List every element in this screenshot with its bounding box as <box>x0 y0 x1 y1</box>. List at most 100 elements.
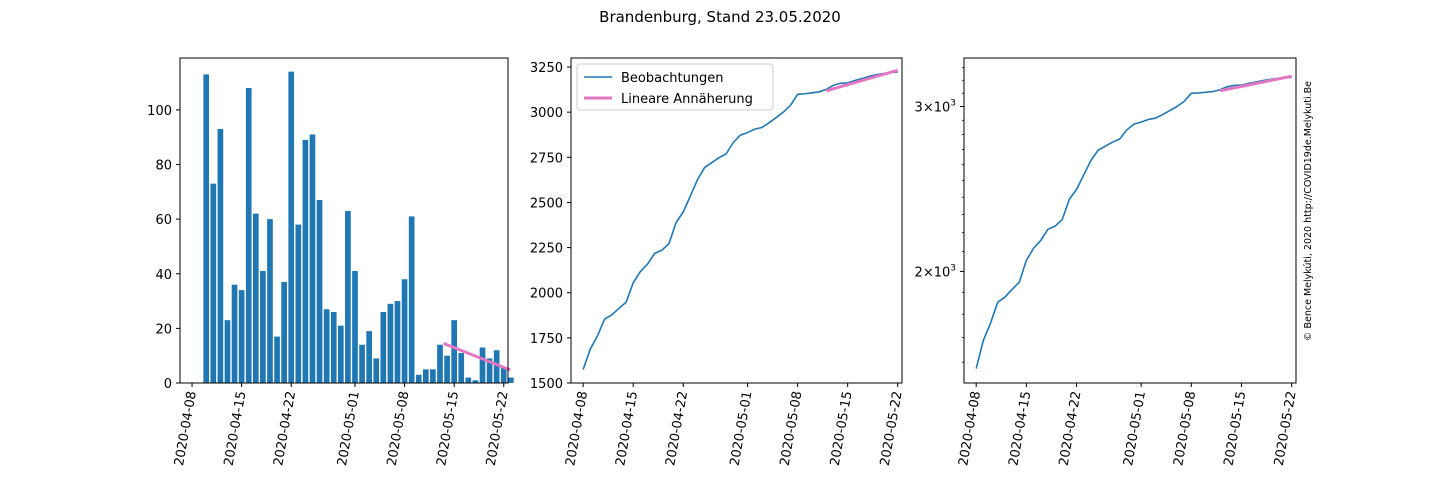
x-tick-label: 2020-05-01 <box>728 390 756 467</box>
x-tick-label: 2020-04-08 <box>956 390 984 467</box>
x-tick-label: 2020-04-22 <box>663 390 691 467</box>
x-tick-label: 2020-04-15 <box>613 390 641 467</box>
x-tick-label: 2020-05-01 <box>1121 390 1149 467</box>
bar <box>415 374 422 383</box>
bar <box>437 344 443 383</box>
y-tick-label-base: 10 <box>934 265 951 280</box>
bar <box>352 271 358 383</box>
x-tick-label: 2020-05-08 <box>778 390 806 467</box>
x-tick-label: 2020-05-22 <box>878 390 906 467</box>
bar <box>316 200 323 383</box>
bar <box>231 284 238 383</box>
bar <box>203 74 210 383</box>
y-tick-label: 40 <box>155 268 172 283</box>
bar <box>224 320 231 383</box>
y-tick-label: 2000 <box>530 287 563 302</box>
y-tick-label: 2×103 <box>915 263 956 280</box>
legend-box <box>576 63 774 111</box>
y-tick-label-mantissa: 2 <box>915 265 923 280</box>
bar <box>252 213 259 383</box>
axes-frame <box>963 57 1297 384</box>
y-tick-label: 80 <box>155 159 172 174</box>
bar <box>238 290 245 383</box>
figure-title: Brandenburg, Stand 23.05.2020 <box>599 8 841 26</box>
watermark-text: © Bence Melykúti, 2020 http://COVID19de.… <box>1303 81 1314 341</box>
fit-line <box>825 68 899 93</box>
y-tick-label: 2250 <box>530 242 563 257</box>
bar <box>323 309 330 383</box>
y-tick-label: 1500 <box>530 377 563 392</box>
bar <box>281 281 287 383</box>
bar <box>401 279 408 383</box>
x-tick-label: 2020-04-15 <box>222 390 250 467</box>
y-tick-label: 100 <box>147 104 172 119</box>
y-tick-label-times: × <box>923 101 934 116</box>
bar <box>422 369 429 383</box>
y-tick-label-mantissa: 3 <box>915 101 923 116</box>
bar <box>380 311 387 383</box>
panel-daily-new-cases: 0 20 40 60 80 100 2020-04-08 2020-04-15 2020-04-… <box>147 57 514 467</box>
bar <box>288 71 295 383</box>
x-tick-label: 2020-05-22 <box>484 390 512 467</box>
fit-line <box>1219 74 1292 93</box>
bar <box>330 311 337 383</box>
y-tick-label-times: × <box>923 265 934 280</box>
x-tick-label: 2020-05-15 <box>828 390 856 467</box>
observations-line <box>582 71 898 370</box>
y-tick-label: 1750 <box>530 332 563 347</box>
y-tick-label: 60 <box>155 213 172 228</box>
x-tick-label: 2020-05-08 <box>1171 390 1199 467</box>
x-tick-label: 2020-05-08 <box>385 390 413 467</box>
bar <box>245 88 252 383</box>
fit-line <box>442 342 511 372</box>
bar <box>479 347 486 383</box>
observations-line <box>975 76 1292 369</box>
bar <box>394 301 401 383</box>
bar <box>465 377 472 383</box>
x-tick-label: 2020-05-22 <box>1272 390 1300 467</box>
bar <box>267 219 273 383</box>
bar <box>472 380 479 383</box>
x-tick-label: 2020-04-08 <box>563 390 591 467</box>
axes-frame <box>179 57 509 384</box>
bar <box>260 271 266 383</box>
bar <box>345 210 351 383</box>
bar <box>217 129 224 383</box>
bar <box>444 355 450 383</box>
x-tick-label: 2020-04-08 <box>172 390 200 467</box>
y-tick-label: 2500 <box>530 196 563 211</box>
x-tick-label: 2020-05-15 <box>1222 390 1250 467</box>
y-tick-label-exponent: 3 <box>950 263 956 273</box>
y-tick-label: 0 <box>164 377 172 392</box>
bar <box>337 325 344 383</box>
bar <box>508 377 514 383</box>
bar <box>309 134 316 383</box>
legend-label: Lineare Annäherung <box>621 92 753 107</box>
x-tick-label: 2020-04-15 <box>1006 390 1034 467</box>
bar <box>366 331 372 383</box>
bar <box>430 369 436 383</box>
bar <box>302 139 309 383</box>
bar <box>408 216 415 383</box>
bar <box>359 344 365 383</box>
bar <box>210 183 217 383</box>
bar <box>451 320 457 383</box>
axes-frame <box>570 57 903 384</box>
y-tick-label-exponent: 3 <box>950 99 956 109</box>
bar <box>486 358 493 383</box>
bar <box>387 303 394 383</box>
y-tick-label: 3×103 <box>915 99 956 116</box>
x-tick-label: 2020-04-22 <box>271 390 299 467</box>
bar <box>373 358 380 383</box>
y-tick-label-base: 10 <box>934 101 951 116</box>
y-tick-label: 3000 <box>530 106 563 121</box>
bar <box>493 350 500 383</box>
y-tick-label: 2750 <box>530 151 563 166</box>
legend-label: Beobachtungen <box>621 71 724 86</box>
bar <box>500 366 507 383</box>
bar <box>274 336 280 383</box>
y-tick-label: 3250 <box>530 61 563 76</box>
y-tick-label: 20 <box>155 322 172 337</box>
